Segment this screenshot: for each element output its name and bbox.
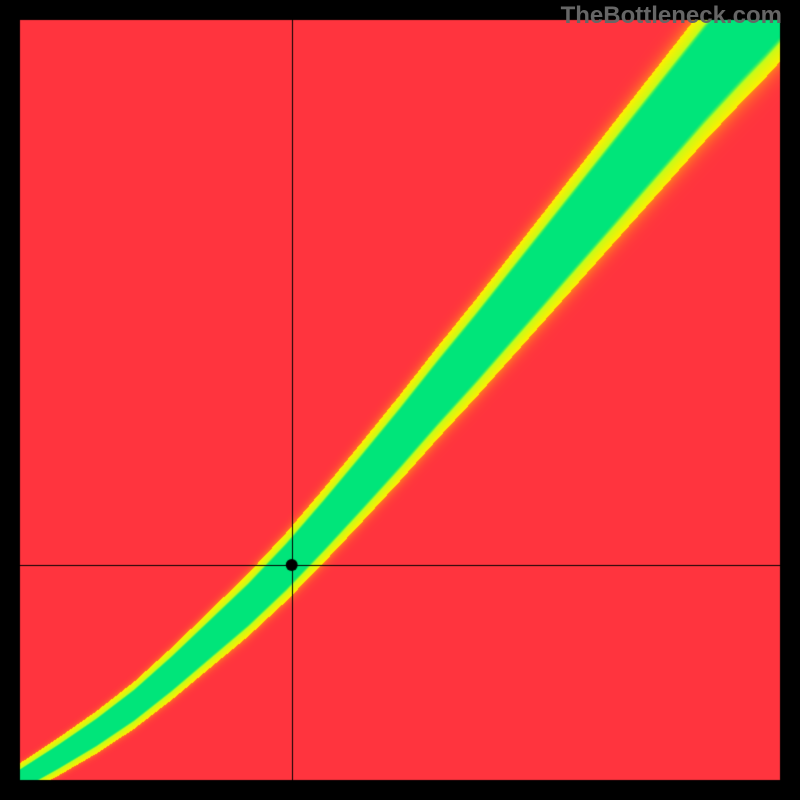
bottleneck-heatmap <box>0 0 800 800</box>
watermark-text: TheBottleneck.com <box>561 2 782 30</box>
chart-container: TheBottleneck.com <box>0 0 800 800</box>
